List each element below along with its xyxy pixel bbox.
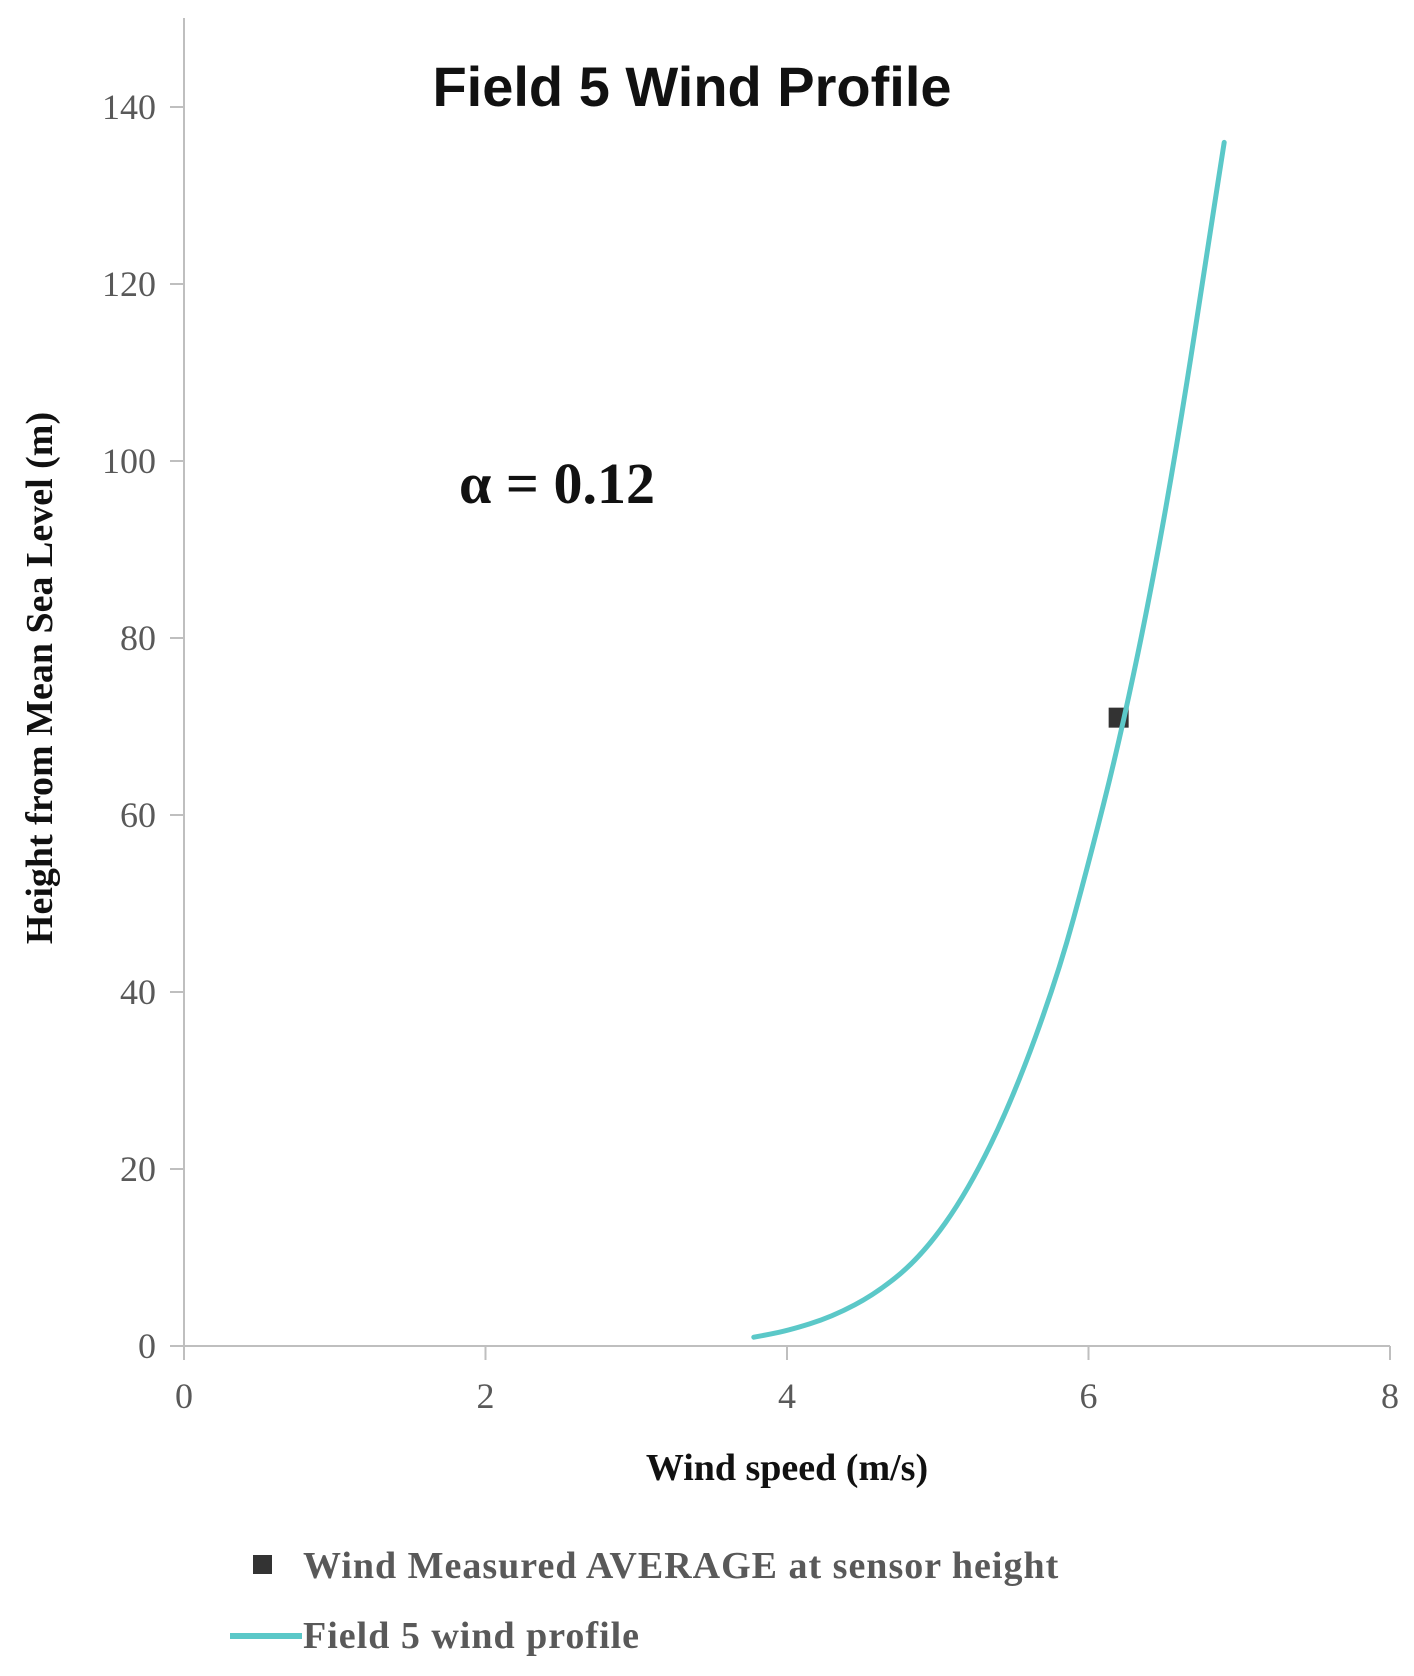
chart-title: Field 5 Wind Profile xyxy=(432,55,951,118)
y-tick-label: 60 xyxy=(120,795,156,835)
y-tick-label: 40 xyxy=(120,972,156,1012)
y-tick-label: 120 xyxy=(102,264,156,304)
y-tick-label: 140 xyxy=(102,87,156,127)
x-axis-title: Wind speed (m/s) xyxy=(646,1447,928,1489)
legend-label-measured: Wind Measured AVERAGE at sensor height xyxy=(303,1545,1059,1587)
y-axis-title: Height from Mean Sea Level (m) xyxy=(19,412,61,944)
x-tick-label: 6 xyxy=(1080,1376,1098,1416)
y-tick-label: 80 xyxy=(120,618,156,658)
legend-label-profile: Field 5 wind profile xyxy=(303,1615,640,1657)
x-tick-label: 2 xyxy=(477,1376,495,1416)
y-tick-label: 0 xyxy=(138,1326,156,1366)
axes xyxy=(183,18,1390,1347)
legend: Wind Measured AVERAGE at sensor height F… xyxy=(230,1545,1059,1657)
series-line-field-5-wind-profile xyxy=(751,139,1227,1340)
x-tick-label: 8 xyxy=(1381,1376,1399,1416)
y-tick-label: 100 xyxy=(102,441,156,481)
legend-marker-measured xyxy=(253,1555,272,1574)
y-tick-label: 20 xyxy=(120,1149,156,1189)
x-tick-label: 0 xyxy=(175,1376,193,1416)
x-tick-label: 4 xyxy=(778,1376,796,1416)
marks xyxy=(751,139,1227,1340)
alpha-annotation: α = 0.12 xyxy=(459,451,655,516)
